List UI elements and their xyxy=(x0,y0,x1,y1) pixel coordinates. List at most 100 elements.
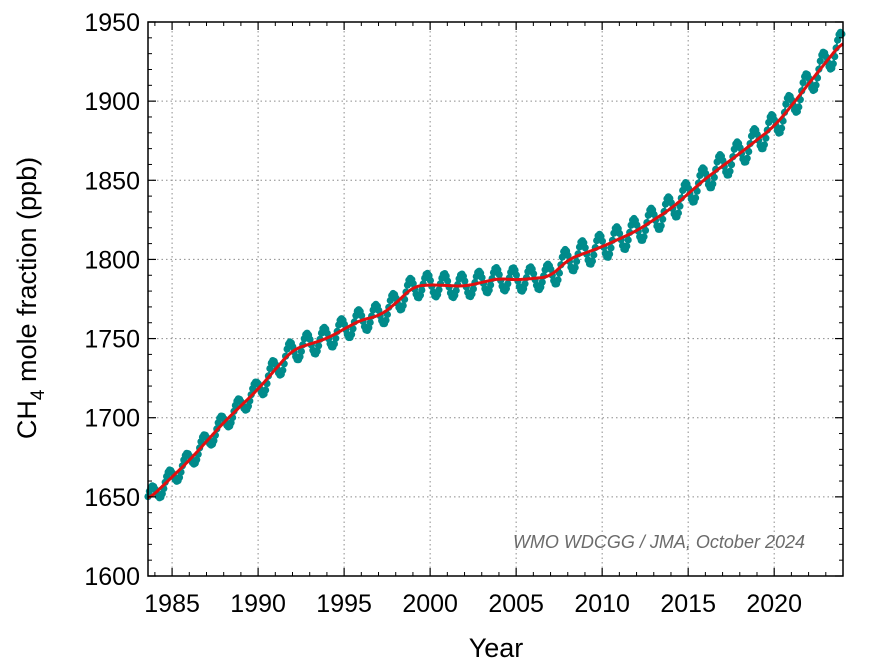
monthly-point xyxy=(598,237,607,245)
monthly-point xyxy=(799,79,807,87)
monthly-point xyxy=(743,154,751,162)
monthly-point xyxy=(710,173,718,181)
monthly-point xyxy=(829,60,837,68)
x-tick-label: 2000 xyxy=(402,590,458,618)
monthly-point xyxy=(659,215,667,223)
monthly-point xyxy=(650,210,658,219)
x-tick-label: 1985 xyxy=(144,590,200,618)
monthly-point xyxy=(210,437,218,445)
monthly-point xyxy=(530,270,538,278)
monthly-point xyxy=(679,186,687,194)
monthly-point xyxy=(418,286,426,294)
y-tick-label: 1800 xyxy=(84,246,140,274)
y-tick-label: 1600 xyxy=(84,563,140,591)
monthly-point xyxy=(266,364,274,373)
y-tick-label: 1950 xyxy=(84,9,140,37)
x-tick-label: 1990 xyxy=(230,590,286,618)
monthly-point xyxy=(607,244,615,252)
monthly-point xyxy=(315,342,323,350)
source-annotation: WMO WDCGG / JMA, October 2024 xyxy=(513,532,805,552)
monthly-point xyxy=(279,366,287,374)
y-tick-label: 1700 xyxy=(84,405,140,433)
monthly-point xyxy=(778,124,786,132)
x-tick-label: 2020 xyxy=(746,590,802,618)
monthly-point xyxy=(762,134,770,142)
monthly-point xyxy=(461,277,469,285)
monthly-point xyxy=(581,244,589,252)
x-axis-label: Year xyxy=(469,633,524,663)
plot-frame xyxy=(147,21,844,577)
x-tick-label: 2010 xyxy=(574,590,630,618)
monthly-point xyxy=(399,302,407,310)
monthly-point xyxy=(795,103,803,111)
monthly-point xyxy=(816,57,824,65)
x-tick-label: 2005 xyxy=(488,590,544,618)
monthly-point xyxy=(782,100,790,108)
monthly-point xyxy=(726,167,734,175)
monthly-point xyxy=(323,329,331,337)
monthly-point xyxy=(382,316,390,324)
monthly-point xyxy=(588,257,597,265)
monthly-point xyxy=(358,312,366,320)
monthly-point xyxy=(495,271,503,279)
monthly-point xyxy=(624,236,632,244)
monthly-point xyxy=(452,286,460,295)
monthly-point xyxy=(590,251,598,259)
monthly-point xyxy=(606,250,614,258)
tick-layer: 1985 1990 1995 2000 2005 2010 2015 2020 1600 1650… xyxy=(84,9,844,618)
monthly-point xyxy=(538,278,546,286)
monthly-point xyxy=(409,280,417,288)
monthly-point xyxy=(573,257,581,265)
monthly-point xyxy=(375,306,383,314)
monthly-point xyxy=(469,285,477,293)
data-layer xyxy=(144,28,846,502)
monthly-point xyxy=(547,265,555,273)
monthly-point xyxy=(554,276,562,284)
monthly-point xyxy=(487,281,495,289)
monthly-point xyxy=(564,251,572,260)
monthly-point xyxy=(444,277,452,285)
monthly-point xyxy=(765,118,773,126)
y-axis-label-rest: mole fraction (ppb) xyxy=(12,157,42,390)
monthly-point xyxy=(349,325,357,333)
monthly-point xyxy=(753,130,761,139)
monthly-point xyxy=(736,144,744,152)
monthly-point xyxy=(616,229,624,238)
grid-layer xyxy=(148,22,843,576)
monthly-point xyxy=(297,347,305,355)
monthly-point xyxy=(512,271,521,279)
monthly-point xyxy=(702,170,710,178)
monthly-point xyxy=(306,335,314,343)
monthly-point xyxy=(262,386,270,394)
monthly-point xyxy=(838,30,846,38)
x-tick-label: 2015 xyxy=(660,590,716,618)
monthly-point xyxy=(692,194,700,202)
monthly-point xyxy=(674,209,683,217)
monthly-point xyxy=(426,276,434,285)
y-tick-label: 1900 xyxy=(84,88,140,116)
monthly-point xyxy=(313,347,321,355)
monthly-point xyxy=(348,330,356,338)
y-axis-label-main: CH xyxy=(12,400,42,439)
monthly-point xyxy=(193,456,201,464)
y-axis-label-subscript: 4 xyxy=(28,389,49,400)
monthly-point xyxy=(745,148,753,156)
monthly-point xyxy=(504,280,512,288)
monthly-point xyxy=(696,171,704,179)
monthly-point xyxy=(719,157,727,165)
monthly-point xyxy=(558,253,566,261)
monthly-point xyxy=(332,334,340,342)
monthly-point xyxy=(667,199,675,207)
y-tick-label: 1850 xyxy=(84,167,140,195)
y-tick-label: 1750 xyxy=(84,326,140,354)
monthly-point xyxy=(760,141,769,149)
monthly-point xyxy=(478,274,486,282)
monthly-point xyxy=(709,180,717,188)
trend-line xyxy=(147,42,844,500)
monthly-point xyxy=(296,353,304,361)
monthly-point xyxy=(330,340,338,348)
x-tick-label: 1995 xyxy=(316,590,372,618)
monthly-point xyxy=(727,161,736,169)
